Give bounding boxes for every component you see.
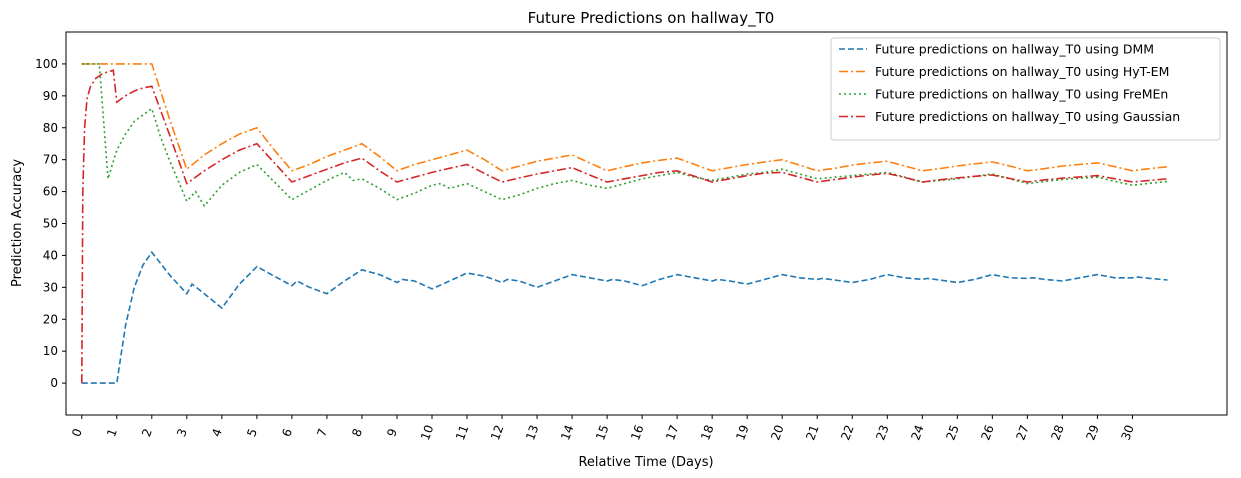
x-tick-label: 17 bbox=[663, 423, 681, 442]
x-tick-label: 30 bbox=[1118, 423, 1136, 442]
y-tick-label: 40 bbox=[43, 248, 58, 262]
x-tick-label: 4 bbox=[209, 427, 225, 439]
x-tick-label: 24 bbox=[908, 423, 926, 442]
x-tick-label: 21 bbox=[803, 423, 821, 442]
x-tick-label: 13 bbox=[523, 423, 541, 442]
x-tick-label: 9 bbox=[384, 427, 400, 439]
x-tick-label: 20 bbox=[768, 423, 786, 442]
x-tick-label: 0 bbox=[69, 427, 85, 439]
x-tick-label: 28 bbox=[1048, 423, 1066, 442]
x-tick-label: 25 bbox=[943, 423, 961, 442]
legend-label: Future predictions on hallway_T0 using F… bbox=[875, 87, 1168, 102]
x-tick-label: 16 bbox=[628, 423, 646, 442]
x-tick-label: 27 bbox=[1013, 423, 1031, 442]
legend-label: Future predictions on hallway_T0 using G… bbox=[875, 109, 1180, 124]
x-tick-label: 15 bbox=[593, 423, 611, 442]
y-axis: 0 10 20 30 40 50 60 70 80 90 100 bbox=[35, 57, 66, 390]
x-tick-label: 10 bbox=[418, 423, 436, 442]
x-tick-label: 7 bbox=[314, 427, 330, 439]
x-tick-label: 6 bbox=[279, 427, 295, 439]
x-tick-label: 18 bbox=[698, 423, 716, 442]
y-tick-label: 100 bbox=[35, 57, 58, 71]
y-tick-label: 50 bbox=[43, 217, 58, 231]
x-tick-label: 14 bbox=[558, 423, 576, 442]
plot-frame bbox=[65, 31, 1228, 416]
x-tick-label: 1 bbox=[104, 427, 120, 439]
y-tick-label: 0 bbox=[50, 376, 58, 390]
x-tick-label: 23 bbox=[873, 423, 891, 442]
legend-box bbox=[830, 37, 1221, 141]
x-tick-label: 19 bbox=[733, 423, 751, 442]
y-tick-label: 20 bbox=[43, 312, 58, 326]
series-line-1 bbox=[81, 63, 1168, 172]
x-tick-label: 26 bbox=[978, 423, 996, 442]
series-line-0 bbox=[81, 250, 1168, 384]
legend-label: Future predictions on hallway_T0 using D… bbox=[875, 42, 1154, 57]
plot-lines bbox=[81, 63, 1168, 384]
x-tick-label: 12 bbox=[488, 423, 506, 442]
series-line-3 bbox=[81, 69, 1168, 384]
x-axis: 0 1 2 3 4 5 6 7 8 9 10 11 12 13 14 15 16 17 18 19 20 21 22 23 24… bbox=[69, 415, 1137, 442]
chart-title: Future Predictions on hallway_T0 bbox=[528, 9, 775, 28]
y-tick-label: 30 bbox=[43, 280, 58, 294]
y-tick-label: 10 bbox=[43, 344, 58, 358]
x-tick-label: 3 bbox=[174, 427, 190, 439]
y-tick-label: 60 bbox=[43, 185, 58, 199]
x-tick-label: 22 bbox=[838, 423, 856, 442]
y-tick-label: 80 bbox=[43, 121, 58, 135]
x-tick-label: 11 bbox=[453, 423, 471, 442]
x-axis-label: Relative Time (Days) bbox=[578, 455, 713, 470]
x-tick-label: 29 bbox=[1083, 423, 1101, 442]
y-tick-label: 70 bbox=[43, 153, 58, 167]
x-tick-label: 5 bbox=[244, 427, 260, 439]
legend: Future predictions on hallway_T0 using D… bbox=[830, 37, 1221, 141]
x-tick-label: 8 bbox=[349, 427, 365, 439]
y-tick-label: 90 bbox=[43, 89, 58, 103]
x-tick-label: 2 bbox=[139, 427, 155, 439]
legend-label: Future predictions on hallway_T0 using H… bbox=[875, 64, 1169, 79]
y-axis-label: Prediction Accuracy bbox=[10, 159, 25, 287]
